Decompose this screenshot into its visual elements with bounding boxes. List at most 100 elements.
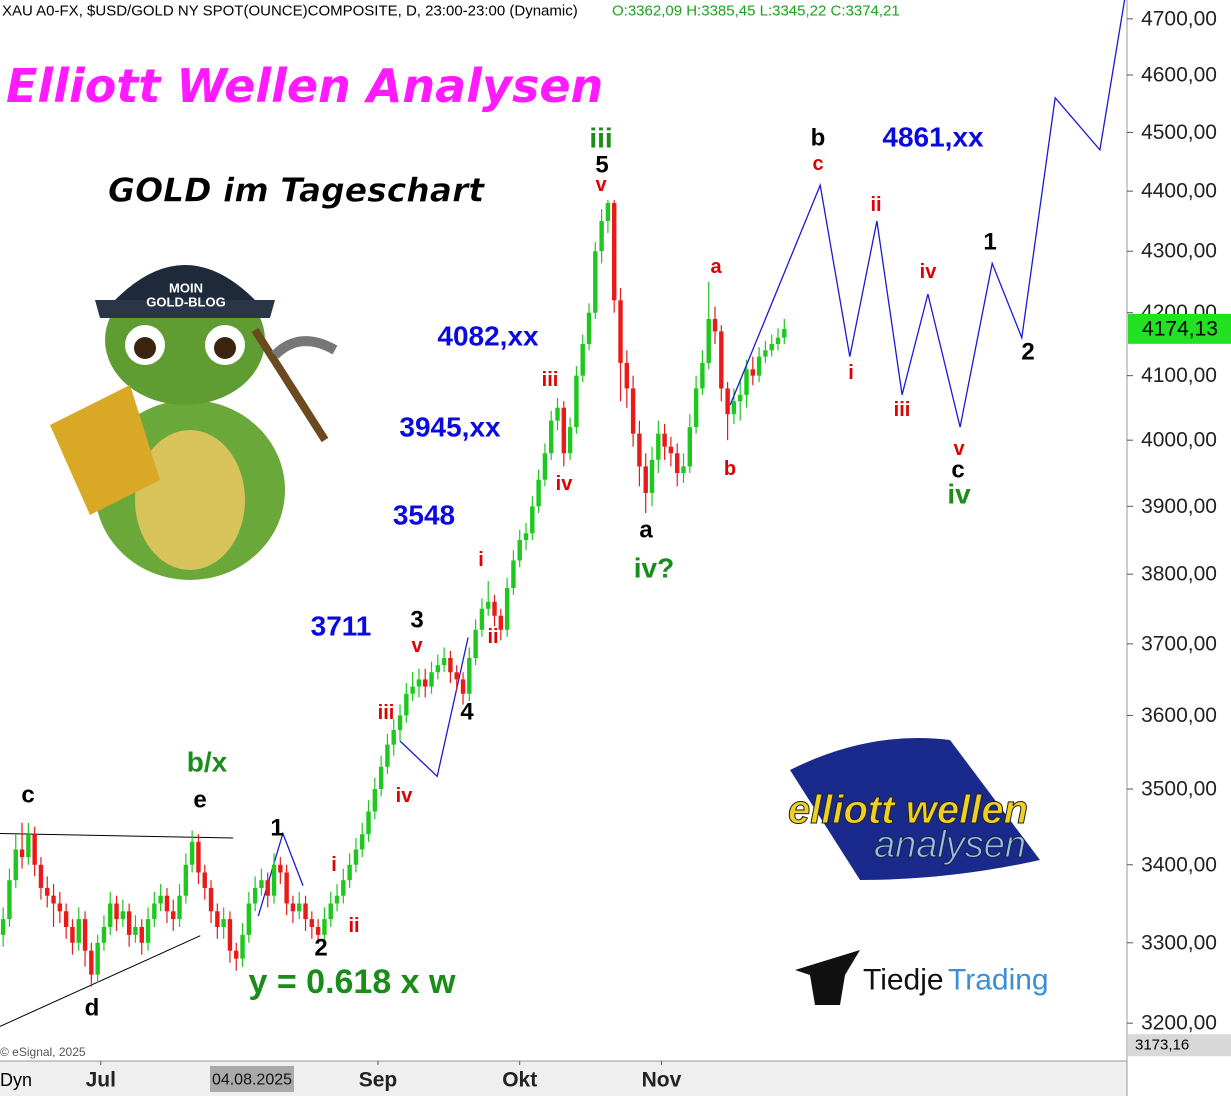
candle-body bbox=[45, 887, 50, 896]
candle-body bbox=[668, 446, 674, 454]
candle-body bbox=[756, 356, 762, 376]
candle-body bbox=[57, 903, 63, 912]
candle-body bbox=[259, 880, 264, 888]
y-tick-label: 4600,00 bbox=[1141, 64, 1217, 87]
candle-body bbox=[240, 934, 245, 959]
wave-label: 4861,xx bbox=[882, 122, 984, 153]
wave-label: 1 bbox=[270, 815, 283, 842]
candle-body bbox=[763, 350, 768, 357]
wave-label: 2 bbox=[1021, 339, 1034, 366]
y-tick-label: 4500,00 bbox=[1141, 121, 1217, 144]
candle-body bbox=[177, 895, 182, 920]
candle-body bbox=[429, 672, 434, 687]
candle-body bbox=[101, 926, 107, 943]
candle-body bbox=[152, 903, 157, 920]
wave-label: ii bbox=[348, 915, 359, 937]
candle-body bbox=[555, 407, 560, 421]
candle-body bbox=[542, 453, 548, 480]
wave-label: b/x bbox=[187, 747, 228, 778]
candle-body bbox=[221, 919, 226, 927]
candle-body bbox=[82, 919, 88, 951]
cursor-price-box bbox=[1128, 1034, 1231, 1057]
y-tick-label: 3500,00 bbox=[1141, 778, 1217, 801]
x-axis-panel bbox=[0, 1061, 1127, 1096]
candle-body bbox=[139, 926, 144, 943]
candle-body bbox=[448, 658, 453, 673]
candle-body bbox=[574, 375, 579, 428]
ohlc-info: O:3362,09 H:3385,45 L:3345,22 C:3374,21 bbox=[612, 3, 900, 20]
wave-label: e bbox=[193, 787, 206, 814]
wave-label: iii bbox=[378, 702, 395, 724]
cap-text: GOLD-BLOG bbox=[146, 295, 225, 310]
candle-body bbox=[492, 601, 497, 616]
candle-body bbox=[498, 615, 504, 630]
wave-label: iii bbox=[894, 399, 911, 421]
wave-label: d bbox=[85, 995, 100, 1022]
candle-body bbox=[410, 686, 415, 694]
candle-body bbox=[196, 841, 201, 873]
candle-body bbox=[215, 911, 220, 927]
x-tick-label: Nov bbox=[642, 1069, 682, 1092]
candle-body bbox=[567, 427, 573, 454]
y-tick-label: 4400,00 bbox=[1141, 180, 1217, 203]
mascot: MOIN GOLD-BLOG bbox=[50, 265, 338, 580]
candle-body bbox=[309, 919, 315, 927]
cursor-date: 04.08.2025 bbox=[212, 1072, 292, 1089]
candle-body bbox=[586, 312, 592, 344]
wave-label: iii bbox=[542, 369, 559, 391]
ewa-logo: elliott wellen analysen bbox=[787, 738, 1040, 880]
candle-body bbox=[95, 942, 100, 975]
candle-body bbox=[164, 895, 170, 912]
y-tick-label: 3600,00 bbox=[1141, 704, 1217, 727]
chart-title: XAU A0-FX, $USD/GOLD NY SPOT(OUNCE)COMPO… bbox=[2, 3, 578, 20]
candle-body bbox=[108, 903, 113, 927]
candle-body bbox=[7, 880, 12, 920]
wave-label: i bbox=[331, 854, 337, 876]
candle-body bbox=[637, 433, 642, 467]
candle-body bbox=[38, 864, 44, 888]
y-tick-label: 4000,00 bbox=[1141, 429, 1217, 452]
wave-label: v bbox=[411, 635, 423, 657]
logo-text: analysen bbox=[874, 824, 1026, 866]
candle-body bbox=[706, 318, 711, 363]
wave-label: iv bbox=[920, 261, 938, 283]
candle-body bbox=[416, 679, 422, 687]
candle-body bbox=[0, 919, 6, 935]
candle-body bbox=[523, 533, 529, 541]
candle-body bbox=[769, 343, 774, 351]
candle-body bbox=[120, 911, 126, 920]
cursor-price: 3173,16 bbox=[1135, 1037, 1189, 1054]
wave-label: y = 0.618 x w bbox=[249, 963, 457, 1001]
y-tick-label: 3900,00 bbox=[1141, 495, 1217, 518]
candle-body bbox=[353, 849, 359, 865]
candle-body bbox=[70, 926, 75, 943]
candle-body bbox=[32, 834, 37, 865]
candle-body bbox=[126, 911, 132, 935]
candle-body bbox=[549, 420, 554, 454]
y-tick-label: 4700,00 bbox=[1141, 7, 1217, 30]
wave-label: 3711 bbox=[311, 611, 372, 642]
y-tick-label: 3400,00 bbox=[1141, 853, 1217, 876]
candle-body bbox=[189, 841, 195, 865]
x-tick-label: Okt bbox=[502, 1069, 537, 1092]
candle-body bbox=[630, 388, 636, 434]
candle-body bbox=[246, 903, 252, 935]
candle-body bbox=[208, 887, 214, 912]
candle-body bbox=[341, 880, 346, 896]
candle-body bbox=[322, 919, 327, 935]
candle-body bbox=[719, 331, 724, 389]
y-tick-label: 3200,00 bbox=[1141, 1012, 1217, 1035]
candle-body bbox=[404, 693, 409, 716]
wave-label: 1 bbox=[983, 229, 996, 256]
plot-area bbox=[0, 0, 1126, 1027]
wave-label: iv bbox=[396, 785, 414, 807]
candle-body bbox=[712, 318, 718, 332]
wave-label: iv? bbox=[634, 553, 674, 584]
candle-body bbox=[687, 427, 693, 467]
candle-body bbox=[744, 369, 749, 395]
wave-label: 3 bbox=[410, 607, 423, 634]
candle-body bbox=[624, 362, 630, 389]
projection-line bbox=[729, 0, 1126, 428]
candle-body bbox=[19, 849, 25, 858]
candle-body bbox=[385, 744, 390, 767]
